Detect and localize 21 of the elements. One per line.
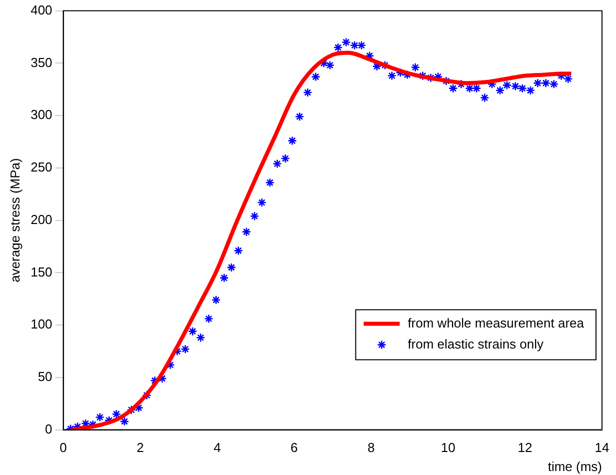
- y-tick-label: 350: [30, 54, 52, 70]
- legend-label: from elastic strains only: [408, 336, 544, 352]
- y-tick-label: 400: [30, 2, 52, 18]
- x-tick-label: 12: [518, 440, 532, 456]
- y-tick-label: 300: [30, 107, 52, 122]
- x-tick-label: 10: [440, 440, 456, 456]
- x-axis-title: time (ms): [548, 458, 602, 474]
- x-tick-label: 8: [368, 440, 375, 456]
- legend-label: from whole measurement area: [408, 315, 585, 330]
- y-tick-label: 50: [38, 369, 52, 384]
- y-axis-title: average stress (MPa): [7, 158, 22, 282]
- y-tick-label: 100: [30, 316, 52, 332]
- y-tick-label: 250: [30, 160, 52, 175]
- x-tick-label: 2: [136, 440, 144, 456]
- x-tick-label: 14: [594, 440, 610, 456]
- x-tick-label: 0: [60, 440, 67, 456]
- y-tick-label: 200: [30, 212, 52, 227]
- x-tick-label: 6: [290, 440, 298, 456]
- y-tick-label: 150: [30, 264, 52, 280]
- x-tick-label: 4: [214, 440, 221, 456]
- y-tick-label: 0: [45, 421, 52, 436]
